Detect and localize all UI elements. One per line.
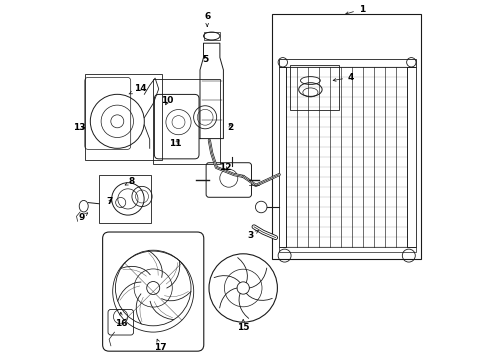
Text: 5: 5 [202,55,209,64]
Text: 2: 2 [227,123,234,132]
Text: 17: 17 [154,339,167,352]
Text: 14: 14 [129,84,147,94]
Bar [85,74,162,160]
Bar [290,65,339,110]
Text: 4: 4 [333,73,354,82]
Text: 1: 1 [345,4,365,14]
Text: 9: 9 [78,213,88,222]
Bar [272,14,421,259]
Text: 6: 6 [204,12,210,26]
Text: 11: 11 [169,139,181,148]
Text: 12: 12 [219,163,231,172]
Bar [203,32,220,40]
Text: 3: 3 [247,230,259,240]
Bar [279,67,286,247]
Bar [99,175,151,223]
Text: 8: 8 [125,177,135,186]
Bar [407,67,416,247]
Bar [279,247,416,252]
Text: 10: 10 [161,96,174,105]
Text: 13: 13 [73,123,86,132]
Bar [279,59,416,67]
Bar [153,79,220,164]
Text: 7: 7 [107,197,113,206]
Text: 15: 15 [237,319,249,332]
Text: 16: 16 [115,312,127,328]
